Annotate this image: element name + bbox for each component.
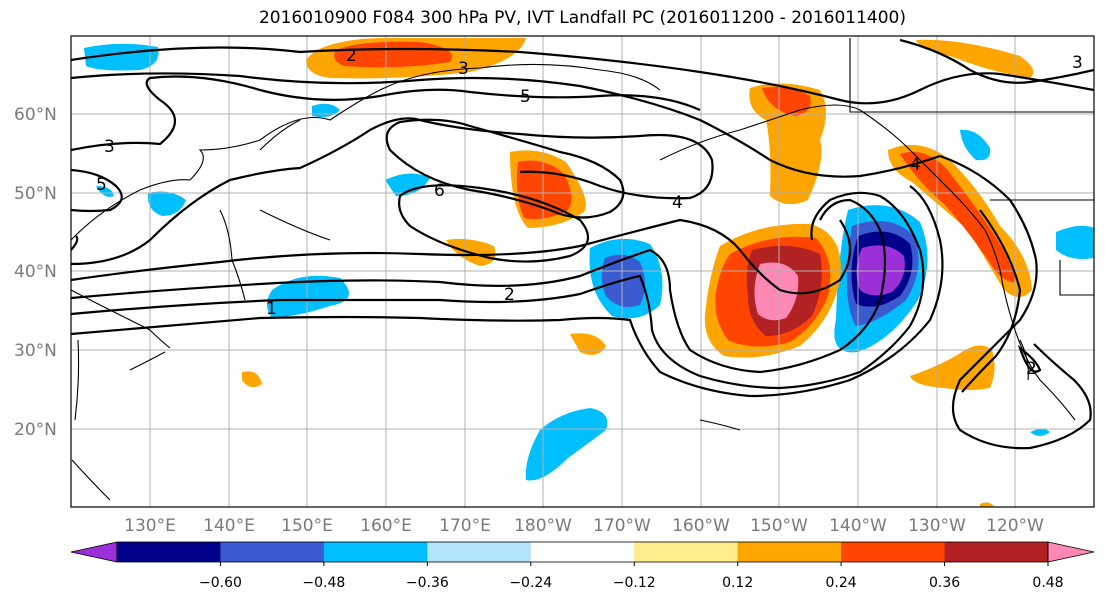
contour-labels: 2 3 5 3 5 6 4 1 2 2 3 4: [96, 46, 1083, 379]
colorbar-swatch: [841, 542, 946, 562]
contour-label: 2: [1026, 359, 1037, 379]
lon-label: 150°E: [281, 516, 333, 536]
colorbar-tick-label: 0.48: [1032, 575, 1063, 591]
lon-label: 140°W: [829, 516, 887, 536]
neg-anomaly: [267, 275, 349, 318]
neg-anomaly: [96, 186, 114, 197]
lat-label: 40°N: [14, 262, 57, 282]
lon-label: 130°E: [124, 516, 176, 536]
contour-label: 3: [104, 137, 115, 157]
contour-label: 1: [266, 299, 277, 319]
lat-label: 30°N: [14, 341, 57, 361]
colorbar-tick-label: −0.24: [509, 575, 552, 591]
lat-label: 60°N: [14, 105, 57, 125]
pos-anomaly: [570, 333, 606, 355]
contour-label: 5: [96, 175, 107, 195]
lon-label: 120°W: [986, 516, 1044, 536]
coastlines: [71, 38, 1094, 501]
neg-anomaly: [856, 245, 905, 296]
pos-anomaly: [980, 502, 994, 507]
neg-anomaly: [960, 129, 991, 161]
map-border: [70, 35, 1095, 508]
neg-anomaly: [525, 408, 608, 481]
lon-label: 180°W: [514, 516, 572, 536]
colorbar-swatch: [323, 542, 428, 562]
colorbar-tick-label: 0.36: [929, 575, 960, 591]
contour-label: 2: [346, 46, 357, 66]
colorbar: [70, 541, 1095, 563]
contour-label: 5: [520, 87, 531, 107]
lon-label: 170°E: [439, 516, 491, 536]
lon-label: 150°W: [750, 516, 808, 536]
pos-anomaly: [916, 39, 1034, 78]
colorbar-tick-label: −0.48: [302, 575, 345, 591]
contour-label: 4: [910, 155, 921, 175]
longitude-labels: 130°E 140°E 150°E 160°E 170°E 180°W 170°…: [124, 516, 1044, 536]
colorbar-swatch: [737, 542, 842, 562]
map-title: 2016010900 F084 300 hPa PV, IVT Landfall…: [258, 8, 906, 28]
contour-label: 3: [458, 59, 469, 79]
pos-anomaly: [762, 87, 811, 116]
colorbar-swatch: [530, 542, 635, 562]
colorbar-tick-label: −0.36: [406, 575, 449, 591]
colorbar-tick-label: −0.60: [199, 575, 242, 591]
contour-label: 6: [434, 181, 445, 201]
lon-label: 160°E: [360, 516, 412, 536]
lon-label: 130°W: [908, 516, 966, 536]
pos-anomaly: [900, 151, 1016, 283]
graticule: [71, 36, 1094, 507]
colorbar-tick-label: −0.12: [613, 575, 656, 591]
pos-anomaly: [242, 371, 262, 388]
lon-label: 170°W: [593, 516, 651, 536]
lat-label: 50°N: [14, 184, 57, 204]
contour-label: 2: [504, 285, 515, 305]
neg-anomaly: [1056, 225, 1094, 259]
colorbar-extend-min: [70, 541, 118, 563]
lat-label: 20°N: [14, 420, 57, 440]
colorbar-swatch: [220, 542, 325, 562]
colorbar-tick-label: 0.24: [826, 575, 857, 591]
colorbar-extend-max: [1047, 541, 1095, 563]
contour-label: 4: [672, 193, 683, 213]
pv-contours: [71, 38, 1094, 450]
colorbar-tick-labels: −0.60 −0.48 −0.36 −0.24 −0.12 0.12 0.24 0.36 0.4…: [199, 562, 1064, 591]
neg-anomaly: [147, 191, 186, 216]
lon-label: 140°E: [203, 516, 255, 536]
lon-label: 160°W: [672, 516, 730, 536]
colorbar-outline: [116, 541, 1049, 563]
contour-label: 3: [1072, 53, 1083, 73]
latitude-labels: 60°N 50°N 40°N 30°N 20°N: [14, 105, 57, 440]
neg-anomaly: [1030, 429, 1050, 436]
neg-anomaly: [385, 173, 430, 196]
colorbar-swatch: [117, 542, 221, 562]
colorbar-tick-label: 0.12: [722, 575, 753, 591]
colorbar-swatch: [634, 542, 739, 562]
colorbar-swatch: [427, 542, 532, 562]
colorbar-swatch: [944, 542, 1049, 562]
